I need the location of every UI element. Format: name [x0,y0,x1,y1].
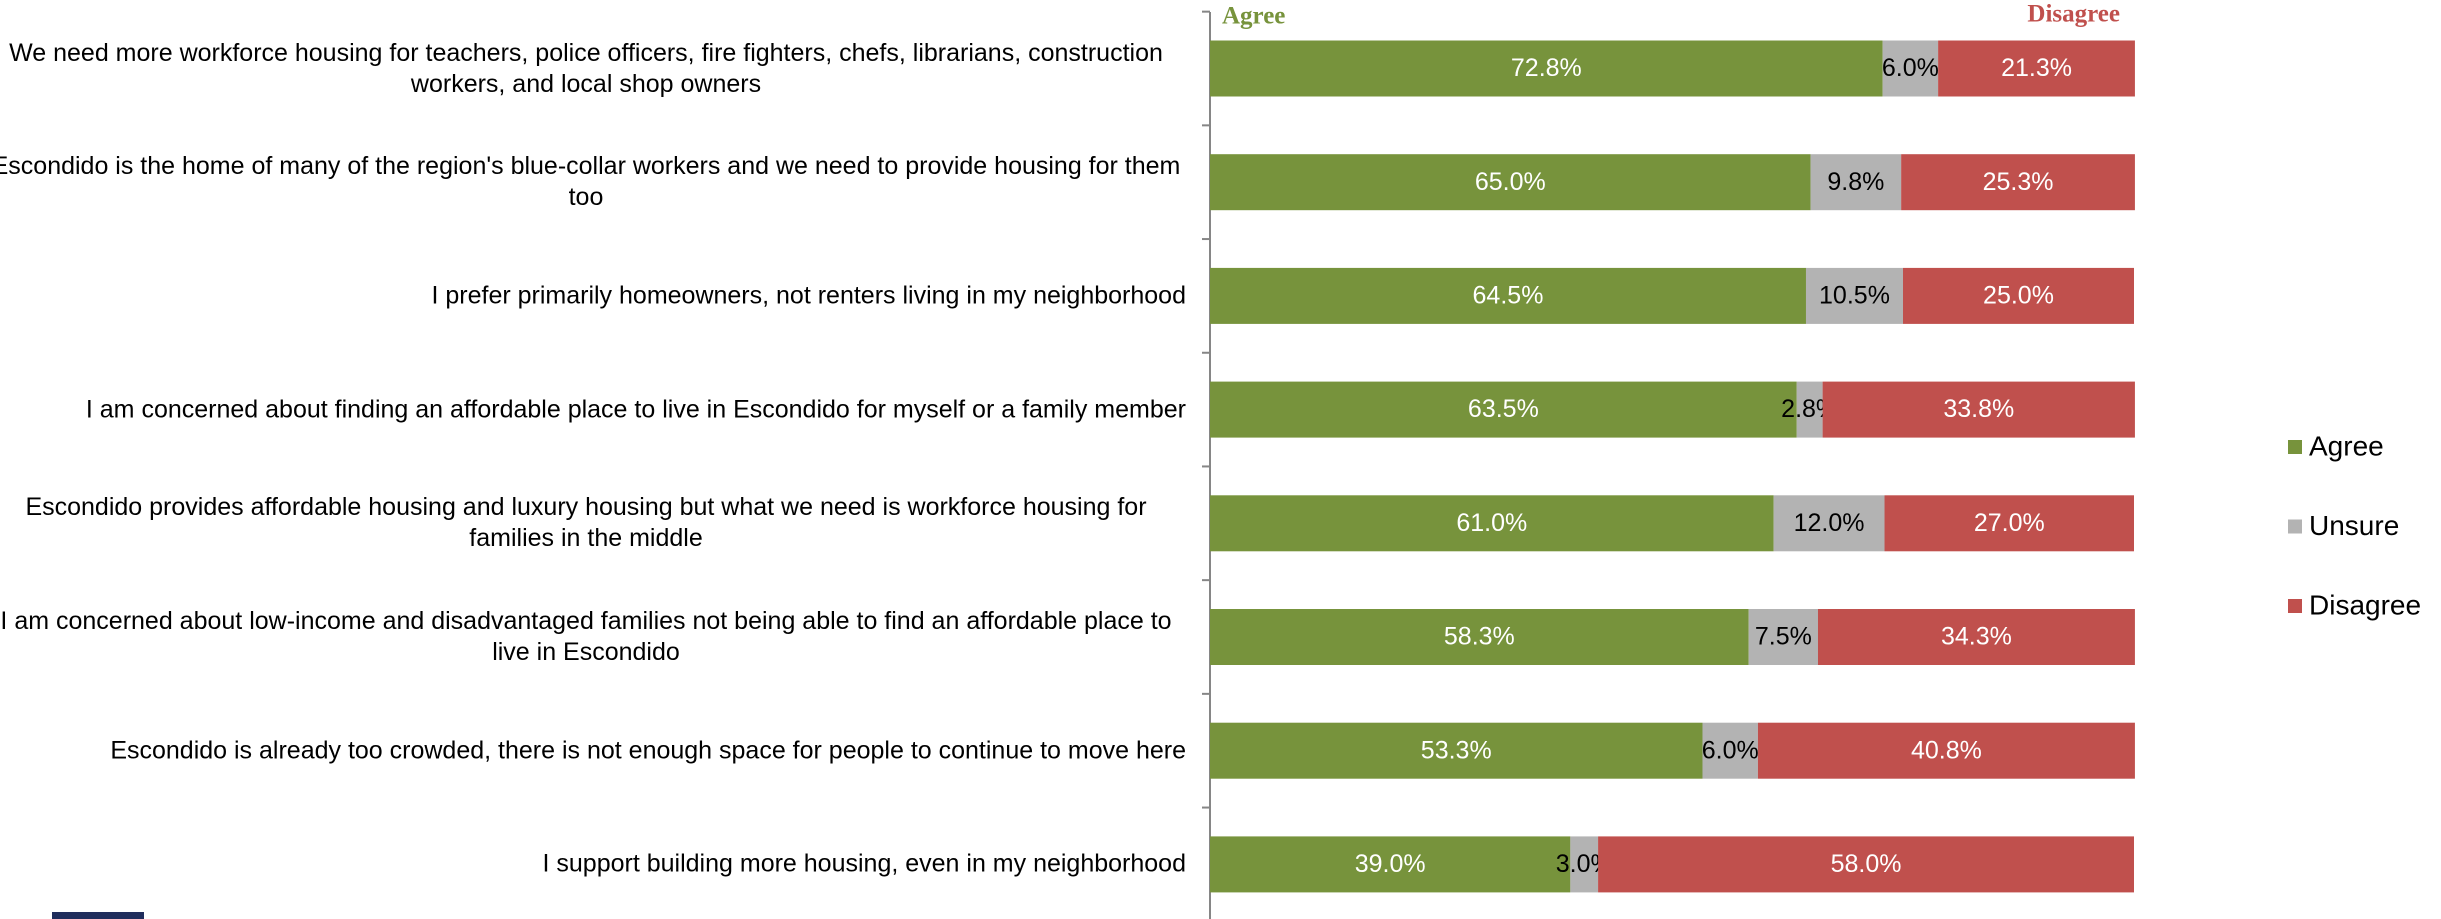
data-label: 61.0% [1456,509,1527,537]
data-label: 25.0% [1983,282,2054,310]
data-label: 34.3% [1941,623,2012,651]
bar-segment [1210,495,1774,552]
category-label: I support building more housing, even in… [0,849,1186,880]
data-label: 72.8% [1511,54,1582,82]
bar-segment [1210,40,1883,97]
bar-segment [1805,267,1903,324]
data-label: 7.5% [1755,623,1812,651]
bar-segment [1598,836,2134,893]
legend-label: Agree [2309,430,2384,461]
category-label: I am concerned about finding an affordab… [0,394,1186,425]
category-text: I am concerned about finding an affordab… [85,395,1186,424]
bar-segment [1210,381,1797,438]
bar-segment [1884,495,2134,552]
data-label: 58.3% [1444,623,1515,651]
bar-segment [1210,722,1703,779]
bar-segment [1773,495,1885,552]
category-text: Escondido is already too crowded, there … [110,736,1186,765]
category-text: Escondido provides affordable housing an… [25,493,1147,553]
data-label: 65.0% [1475,168,1546,196]
logo-fragment [52,912,144,919]
data-label: 27.0% [1974,509,2045,537]
data-label: 12.0% [1794,509,1865,537]
data-label: 63.5% [1468,395,1539,423]
legend-label: Unsure [2309,510,2399,541]
data-label: 21.3% [2001,54,2072,82]
category-text: I prefer primarily homeowners, not rente… [431,281,1186,310]
bar-segment [1901,154,2135,211]
category-label: Escondido provides affordable housing an… [0,492,1186,554]
legend-swatch [2288,519,2302,534]
bar-segment [1570,836,1599,893]
data-label: 39.0% [1355,850,1426,878]
annotation: Agree [1222,3,1285,30]
annotation: Disagree [2027,1,2120,28]
bar-segment [1210,836,1571,893]
bar-segment [1210,267,1806,324]
data-label: 6.0% [1702,736,1759,764]
bar-segment [1210,154,1811,211]
bar-segment [1882,40,1939,97]
category-label: I prefer primarily homeowners, not rente… [0,280,1186,311]
data-label: 64.5% [1473,282,1544,310]
bar-segment [1796,381,1823,438]
bar-segment [1822,381,2135,438]
category-text: I am concerned about low-income and disa… [0,607,1172,666]
category-text: We need more workforce housing for teach… [9,38,1163,98]
data-label: 53.3% [1421,736,1492,764]
data-label: 33.8% [1943,395,2014,423]
bar-segment [1702,722,1758,779]
category-label: I am concerned about low-income and disa… [0,606,1186,668]
legend-swatch [2288,599,2302,613]
bar-segment [1757,722,2135,779]
category-label: We need more workforce housing for teach… [0,38,1186,100]
bar-segment [1748,609,1818,665]
bar-segment [1817,609,2135,665]
data-label: 6.0% [1882,54,1939,82]
data-label: 10.5% [1819,282,1890,310]
bar-segment [1810,154,1902,211]
category-text: Escondido is the home of many of the reg… [0,152,1181,212]
data-label: 9.8% [1827,168,1884,196]
bar-segment [1210,609,1749,665]
category-label: Escondido is the home of many of the reg… [0,151,1186,213]
data-label: 25.3% [1983,168,2054,196]
category-label: Escondido is already too crowded, there … [0,735,1186,766]
bar-segment [1938,40,2135,97]
data-label: 58.0% [1831,850,1902,878]
category-text: I support building more housing, even in… [542,849,1186,878]
bar-segment [1903,267,2134,324]
legend-label: Disagree [2309,589,2421,620]
legend-swatch [2288,440,2302,454]
data-label: 40.8% [1911,736,1982,764]
